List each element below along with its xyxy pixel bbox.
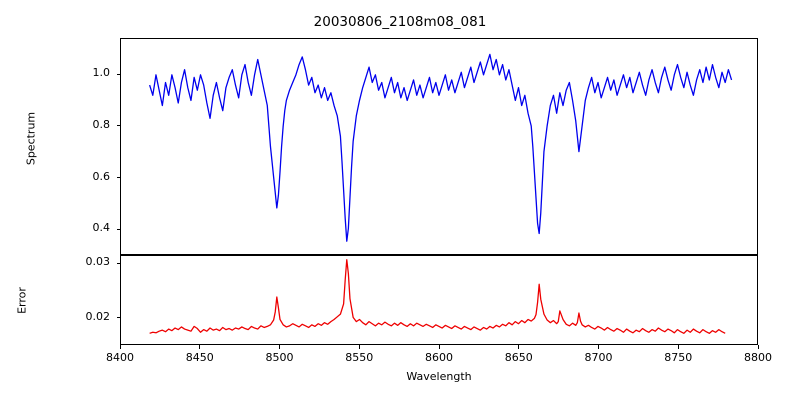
xtick-mark [358, 345, 360, 349]
xtick-mark [199, 345, 201, 349]
x-axis-label: Wavelength [406, 370, 472, 383]
spectrum-panel-ytick-label: 1.0 [92, 66, 111, 80]
spectrum-panel-line [149, 53, 733, 242]
error-panel-ytick-mark [116, 317, 120, 319]
spectrum-plot-area [120, 38, 758, 255]
error-panel-ytick-label: 0.02 [85, 309, 111, 323]
xtick-label: 8400 [106, 351, 134, 364]
spectrum-panel-ytick-label: 0.4 [92, 221, 111, 235]
xtick-mark [438, 345, 440, 349]
xtick-mark [677, 345, 679, 349]
xtick-label: 8750 [664, 351, 693, 364]
spectrum-panel-ytick-mark [116, 228, 120, 230]
spectrum-series-svg [149, 53, 733, 242]
xtick-label: 8700 [584, 351, 613, 364]
xtick-label: 8500 [265, 351, 294, 364]
xtick-mark [518, 345, 520, 349]
spectrum-panel-ytick-mark [116, 177, 120, 179]
xtick-mark [279, 345, 281, 349]
chart-title: 20030806_2108m08_081 [313, 14, 487, 30]
spectrum-y-axis-label: Spectrum [24, 111, 38, 166]
spectrum-panel-ytick-mark [116, 125, 120, 127]
xtick-mark [598, 345, 600, 349]
spectrum-panel-ytick-label: 0.6 [92, 169, 111, 183]
error-panel-line [149, 259, 726, 334]
spectrum-panel-ytick-mark [116, 73, 120, 75]
xtick-mark [757, 345, 759, 349]
xtick-label: 8550 [345, 351, 374, 364]
xtick-mark [119, 345, 121, 349]
xtick-label: 8650 [504, 351, 533, 364]
error-series-svg [149, 259, 726, 334]
error-panel-ytick-label: 0.03 [85, 255, 111, 269]
error-plot-area [120, 255, 758, 345]
spectrum-panel-ytick-label: 0.8 [92, 117, 111, 131]
xtick-label: 8450 [185, 351, 214, 364]
xtick-label: 8600 [425, 351, 453, 364]
xtick-label: 8800 [744, 351, 772, 364]
error-y-axis-label: Error [15, 287, 29, 314]
error-panel-ytick-mark [116, 262, 120, 264]
